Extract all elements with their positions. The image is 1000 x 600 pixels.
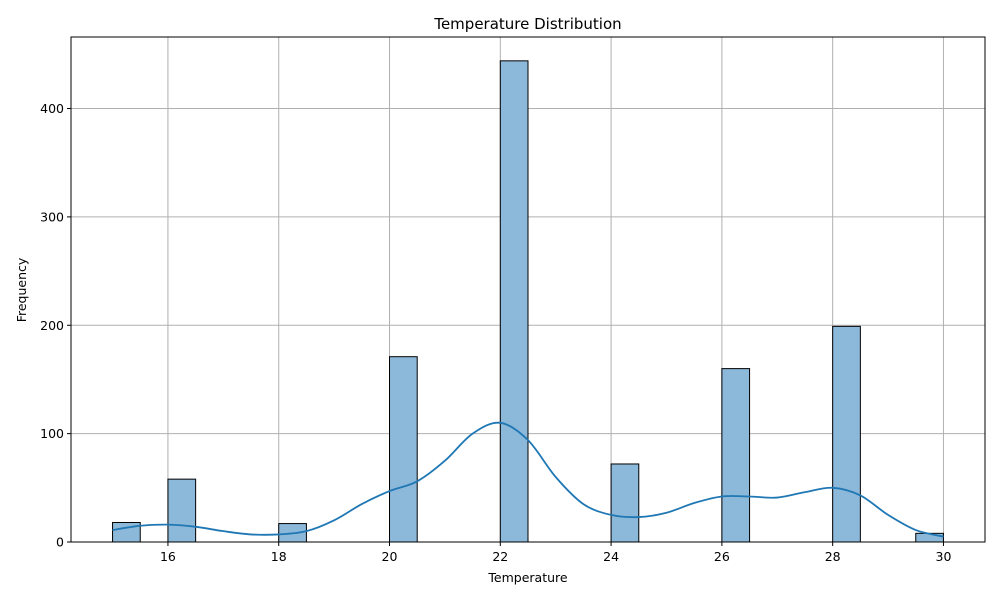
chart-title: Temperature Distribution bbox=[433, 15, 621, 33]
y-tick-label: 300 bbox=[40, 209, 64, 224]
x-tick-label: 18 bbox=[271, 549, 287, 564]
kde-curve bbox=[112, 421, 944, 538]
y-tick-label: 200 bbox=[40, 318, 64, 333]
x-tick-label: 20 bbox=[382, 549, 398, 564]
y-tick-label: 100 bbox=[40, 426, 64, 441]
histogram-bar bbox=[389, 356, 418, 543]
x-tick-label: 24 bbox=[603, 549, 619, 564]
plot-frame bbox=[70, 36, 986, 543]
x-tick-label: 26 bbox=[714, 549, 730, 564]
histogram-bar bbox=[832, 325, 861, 543]
x-tick-label: 30 bbox=[936, 549, 952, 564]
x-tick-label: 28 bbox=[825, 549, 841, 564]
histogram-bar bbox=[721, 368, 751, 543]
x-axis-label: Temperature bbox=[487, 570, 567, 585]
bars-layer bbox=[112, 60, 944, 543]
histogram-bar bbox=[167, 478, 197, 543]
y-axis-label: Frequency bbox=[14, 257, 29, 322]
y-tick-label: 0 bbox=[56, 535, 64, 550]
x-tick-label: 16 bbox=[160, 549, 176, 564]
y-tick-label: 400 bbox=[40, 101, 64, 116]
histogram-bar bbox=[499, 60, 529, 543]
kde-layer bbox=[112, 421, 944, 538]
histogram-bar bbox=[610, 463, 640, 543]
x-tick-label: 22 bbox=[492, 549, 508, 564]
